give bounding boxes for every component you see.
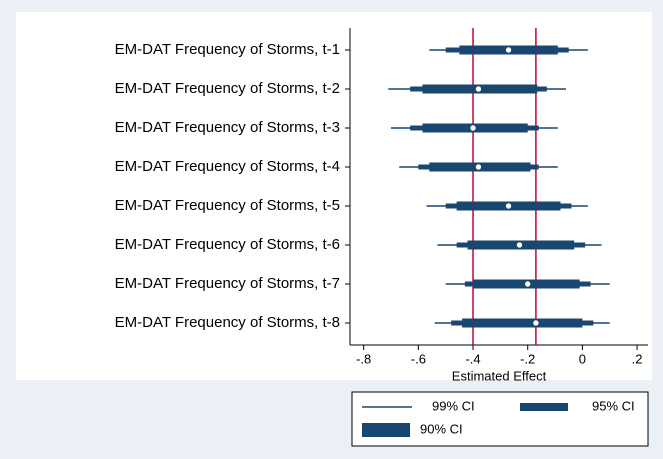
y-tick-label: EM-DAT Frequency of Storms, t-8 [115, 314, 340, 331]
y-tick-label: EM-DAT Frequency of Storms, t-6 [115, 236, 340, 253]
y-tick-label: EM-DAT Frequency of Storms, t-2 [115, 80, 340, 97]
estimate-point [524, 280, 532, 288]
legend-label: 95% CI [592, 398, 635, 413]
legend-label: 90% CI [420, 421, 463, 436]
y-tick-label: EM-DAT Frequency of Storms, t-1 [115, 41, 340, 58]
y-tick-label: EM-DAT Frequency of Storms, t-7 [115, 275, 340, 292]
y-tick-label: EM-DAT Frequency of Storms, t-5 [115, 197, 340, 214]
estimate-point [504, 202, 513, 210]
y-tick-label: EM-DAT Frequency of Storms, t-3 [115, 119, 340, 136]
legend-label: 99% CI [432, 398, 475, 413]
x-tick-label: -.2 [520, 351, 535, 366]
x-tick-label: .2 [632, 351, 643, 366]
estimate-point [504, 46, 513, 54]
x-tick-label: -.4 [465, 351, 480, 366]
estimate-point [532, 319, 540, 327]
x-tick-label: 0 [579, 351, 586, 366]
estimate-point [515, 241, 524, 249]
x-tick-label: -.6 [411, 351, 426, 366]
x-tick-label: -.8 [356, 351, 371, 366]
x-axis-title: Estimated Effect [452, 368, 547, 383]
y-tick-label: EM-DAT Frequency of Storms, t-4 [115, 158, 340, 175]
estimate-point [474, 163, 483, 171]
estimate-point [469, 124, 477, 132]
estimate-point [474, 85, 483, 93]
